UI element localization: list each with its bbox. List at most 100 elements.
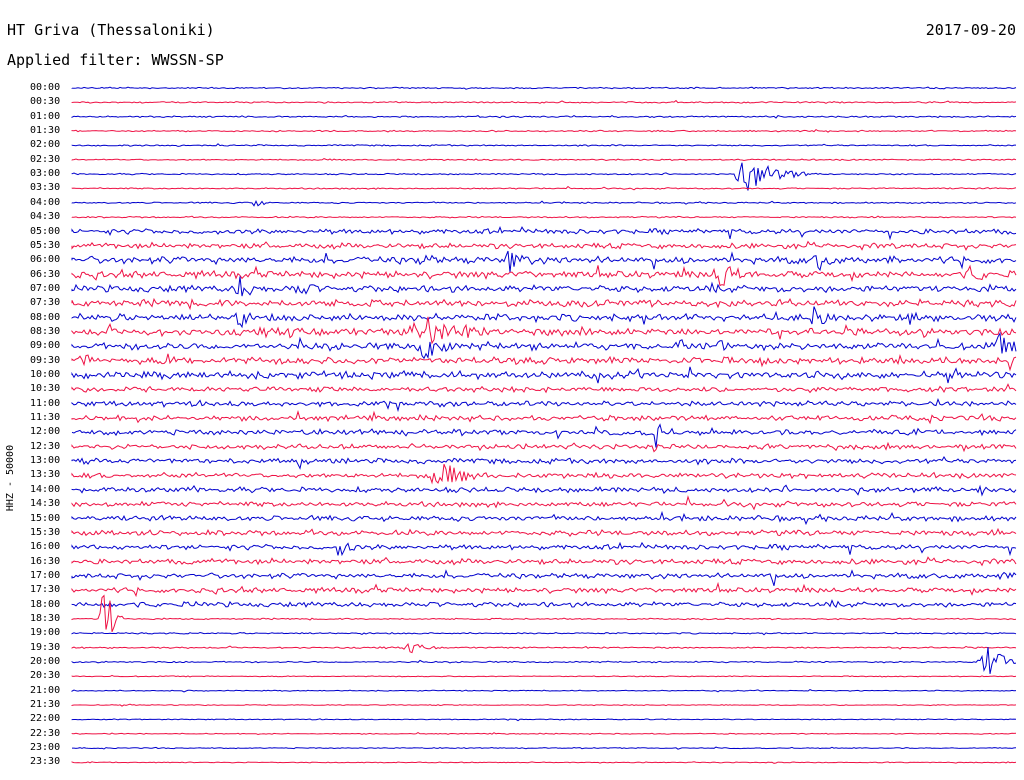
seismogram-trace <box>72 746 1017 750</box>
seismogram-trace <box>71 128 1017 133</box>
seismogram-trace <box>71 556 1017 567</box>
seismogram-trace <box>71 99 1017 104</box>
row-time-label: 12:30 <box>30 440 61 452</box>
record-date: 2017-09-20 <box>925 21 1016 39</box>
row-time-label: 02:30 <box>30 153 61 165</box>
row-time-label: 03:00 <box>30 168 61 180</box>
seismogram-trace <box>71 397 1017 413</box>
seismogram-trace <box>71 86 1017 90</box>
row-time-label: 12:00 <box>30 426 61 438</box>
row-time-label: 07:00 <box>30 282 61 294</box>
seismogram-trace <box>71 732 1017 736</box>
row-time-label: 19:00 <box>30 627 61 639</box>
row-time-label: 21:30 <box>30 699 61 711</box>
row-time-label: 08:30 <box>30 325 61 337</box>
row-time-label: 22:30 <box>30 727 61 739</box>
seismogram-trace <box>71 143 1016 147</box>
row-time-label: 04:30 <box>30 211 61 223</box>
seismogram-trace <box>71 689 1017 693</box>
row-time-label: 07:30 <box>30 297 61 309</box>
seismogram-trace <box>71 643 1017 654</box>
row-time-label: 06:30 <box>30 268 61 280</box>
seismogram-trace <box>71 264 1017 287</box>
row-time-label: 18:30 <box>30 612 61 624</box>
seismogram-trace <box>71 594 1017 632</box>
row-time-label: 01:30 <box>30 125 61 137</box>
seismogram-trace <box>71 297 1017 311</box>
seismogram-trace <box>71 423 1017 448</box>
seismogram-trace <box>71 410 1017 425</box>
row-time-label: 15:00 <box>30 512 61 524</box>
row-time-label: 18:00 <box>30 598 61 610</box>
row-time-label: 00:30 <box>30 96 61 108</box>
seismogram-trace <box>71 199 1017 207</box>
seismogram-trace <box>71 703 1017 707</box>
row-time-label: 15:30 <box>30 526 61 538</box>
row-time-label: 02:00 <box>30 139 61 151</box>
row-time-label: 11:30 <box>30 412 61 424</box>
row-time-label: 14:30 <box>30 498 61 510</box>
row-time-label: 17:00 <box>30 569 61 581</box>
seismogram-trace <box>71 646 1017 674</box>
row-time-label: 23:00 <box>30 742 61 754</box>
row-time-label: 23:30 <box>30 756 61 768</box>
seismogram-trace <box>71 114 1017 119</box>
seismogram-trace <box>71 366 1017 384</box>
seismogram-trace <box>71 674 1017 678</box>
row-time-label: 05:30 <box>30 239 61 251</box>
row-time-label: 14:00 <box>30 483 61 495</box>
row-time-label: 17:30 <box>30 584 61 596</box>
seismogram-trace <box>71 569 1017 586</box>
seismogram-trace <box>71 185 1017 191</box>
seismogram-trace <box>71 581 1017 598</box>
seismogram-trace <box>71 215 1017 219</box>
row-time-label: 09:30 <box>30 354 61 366</box>
seismogram-trace <box>71 484 1017 497</box>
station-title: HT Griva (Thessaloniki) <box>7 21 215 39</box>
seismogram-trace <box>71 276 1017 297</box>
filter-label: Applied filter: WWSSN-SP <box>7 51 224 69</box>
row-time-label: 16:00 <box>30 541 61 553</box>
row-time-label: 08:00 <box>30 311 61 323</box>
row-time-label: 21:00 <box>30 684 61 696</box>
seismogram-trace <box>71 718 1017 722</box>
seismogram-trace <box>71 240 1017 251</box>
seismogram-trace <box>71 510 1017 526</box>
row-time-label: 03:30 <box>30 182 61 194</box>
seismogram-trace <box>71 250 1017 273</box>
seismogram-trace <box>71 316 1017 345</box>
seismogram-trace <box>71 541 1017 557</box>
seismogram-trace <box>71 226 1017 241</box>
row-time-label: 10:00 <box>30 369 61 380</box>
row-time-label: 22:00 <box>30 713 61 725</box>
row-time-label: 16:30 <box>30 555 61 567</box>
seismogram-trace <box>71 383 1017 394</box>
seismogram-trace <box>71 761 1017 764</box>
seismogram-trace <box>71 527 1017 537</box>
seismogram-trace <box>71 306 1017 329</box>
seismogram-trace <box>71 456 1017 470</box>
seismogram-trace <box>71 158 1017 162</box>
row-time-label: 09:00 <box>30 340 61 352</box>
seismogram-trace <box>71 331 1017 360</box>
row-time-label: 05:00 <box>30 225 61 237</box>
seismogram-trace <box>71 599 1017 609</box>
row-time-label: 13:30 <box>30 469 61 481</box>
seismogram-trace <box>71 441 1017 453</box>
seismogram-trace <box>71 495 1017 511</box>
seismogram-trace <box>71 464 1017 485</box>
row-time-label: 06:00 <box>30 254 61 266</box>
row-time-label: 04:00 <box>30 196 61 208</box>
row-time-label: 20:30 <box>30 670 61 682</box>
seismogram-trace <box>71 353 1017 372</box>
row-time-label: 20:00 <box>30 656 61 667</box>
row-time-label: 19:30 <box>30 641 61 653</box>
seismogram-trace <box>71 162 1017 191</box>
row-time-label: 00:00 <box>30 82 61 93</box>
row-time-label: 11:00 <box>30 397 61 409</box>
row-time-label: 10:30 <box>30 383 61 395</box>
row-time-label: 01:00 <box>30 110 61 122</box>
row-time-label: 13:00 <box>30 455 61 467</box>
